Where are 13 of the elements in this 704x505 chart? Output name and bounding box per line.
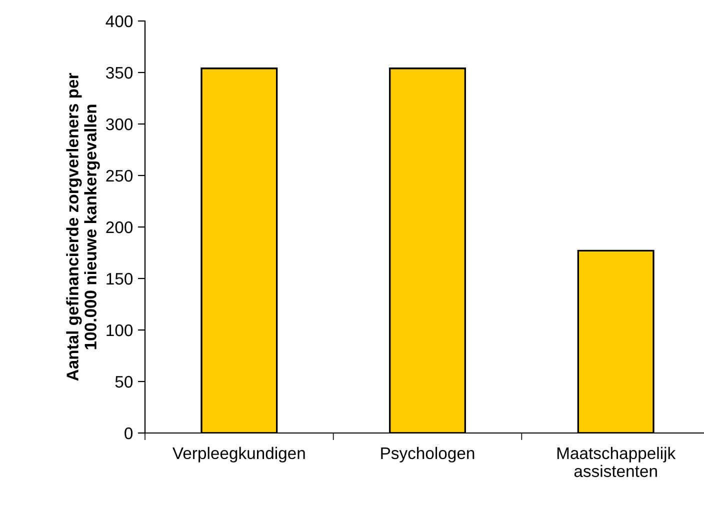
y-tick-label: 150: [106, 272, 133, 285]
x-tick-label: Verpleegkundigen: [172, 446, 305, 462]
y-tick-label: 250: [106, 170, 133, 182]
x-tick-label: Psychologen: [381, 446, 474, 462]
y-tick-label: 400: [106, 15, 133, 28]
y-tick-label: 200: [106, 221, 133, 234]
y-tick-label: 100: [106, 324, 133, 336]
y-axis-title: Aantal gefinancierde zorgverleners per 100.000 nieuwe kankergevallen: [66, 73, 100, 381]
x-tick-label: Maatschappelijk assistenten: [557, 446, 676, 478]
y-tick-label: 350: [106, 66, 133, 79]
y-tick-label: 50: [115, 376, 133, 388]
y-tick-label: 0: [124, 427, 133, 440]
y-tick-label: 300: [106, 118, 133, 130]
